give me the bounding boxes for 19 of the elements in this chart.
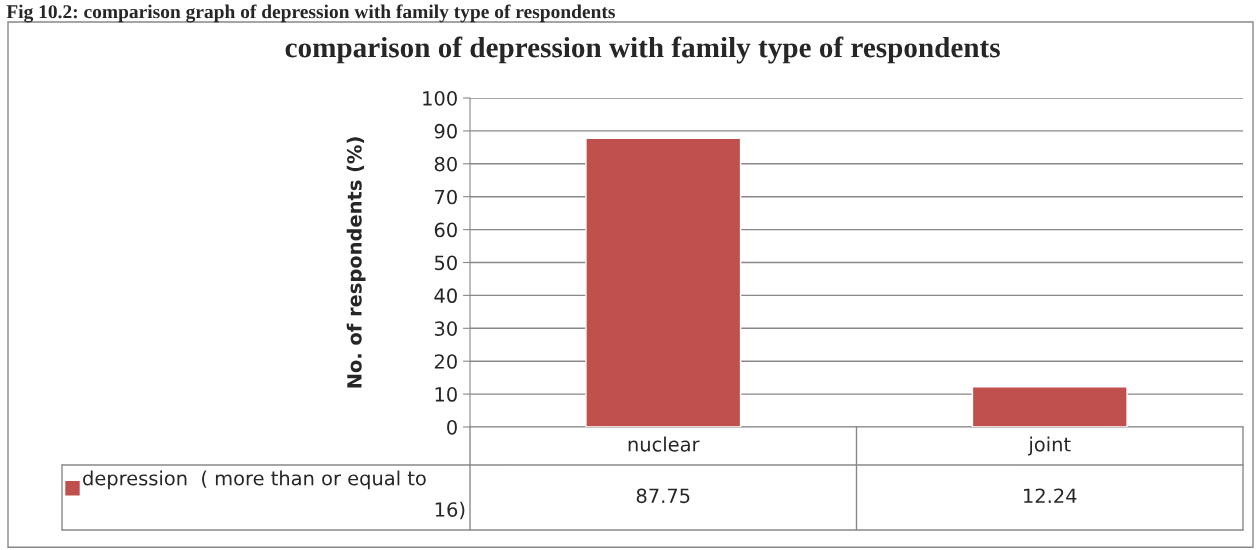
- y-tick-label: 60: [434, 222, 457, 238]
- y-axis-title: No. of respondents (%): [346, 137, 366, 388]
- data-label: 12.24: [1024, 488, 1077, 503]
- y-tick-label: 20: [434, 354, 457, 369]
- y-tick-label: 40: [434, 288, 457, 304]
- y-tick-label: 50: [434, 255, 457, 271]
- x-tick-label: joint: [1028, 436, 1071, 456]
- legend-label: depression ( more than or equal to 16): [83, 470, 465, 520]
- chart-title: comparison of depression with family type of respondents: [285, 36, 1000, 64]
- y-tick-label: 30: [434, 321, 457, 336]
- y-tick-label: 10: [435, 387, 457, 402]
- y-tick-label: 0: [447, 419, 457, 435]
- caption: Fig 10.2: comparison graph of depression with family type of respondents: [6, 4, 615, 23]
- y-tick-label: 80: [434, 156, 457, 172]
- x-tick-label: nuclear: [628, 436, 700, 452]
- y-tick-label: 100: [423, 90, 457, 106]
- data-label: 87.75: [636, 488, 690, 504]
- y-tick-label: 90: [434, 123, 457, 139]
- y-tick-label: 70: [435, 189, 457, 205]
